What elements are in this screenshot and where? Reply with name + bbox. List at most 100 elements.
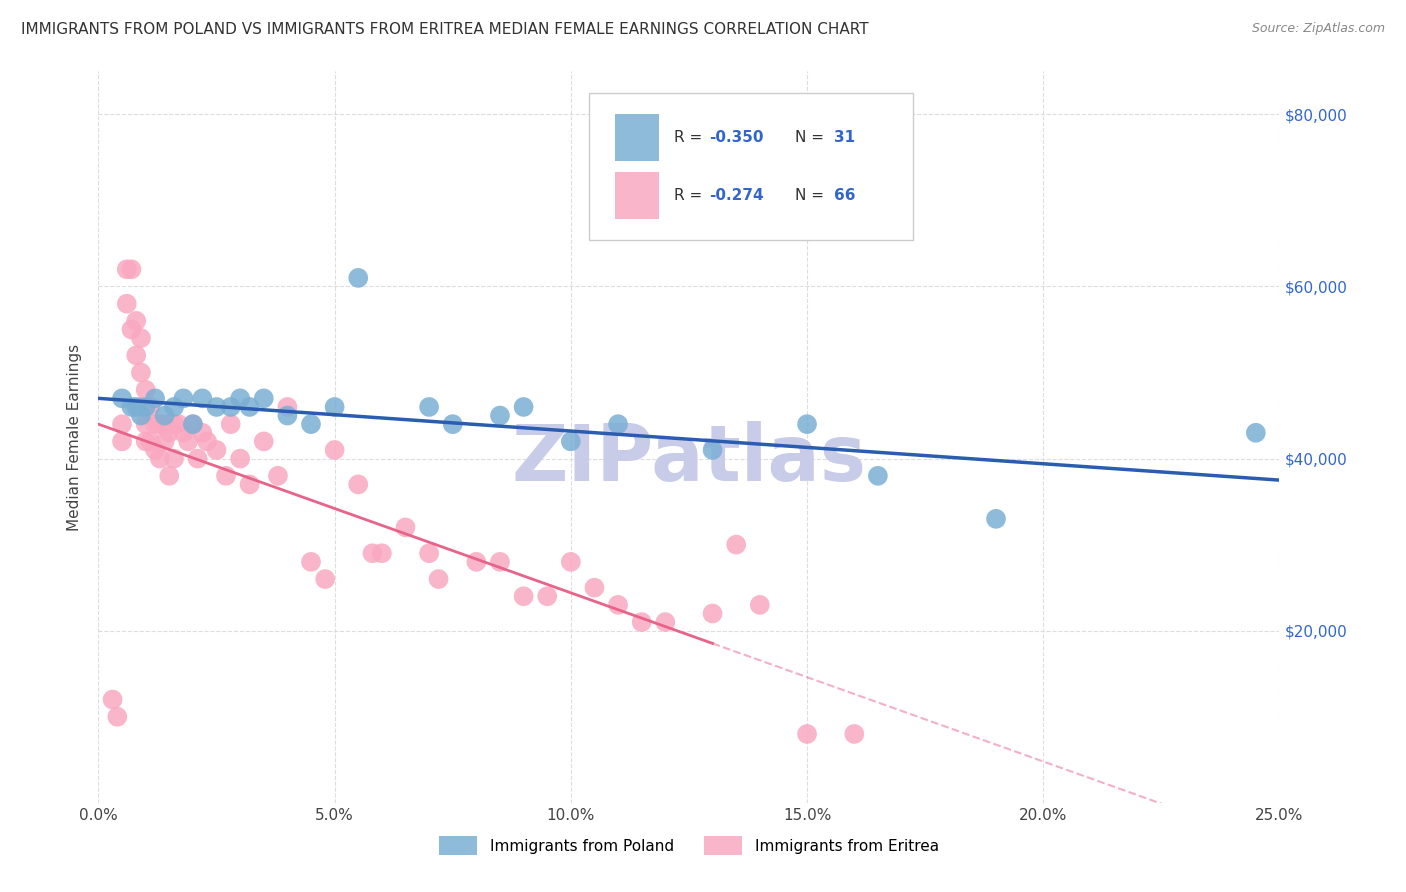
Point [121,322,143,336]
Text: R =: R = [673,130,707,145]
Point [583,581,606,595]
Point [844,727,866,741]
Point [111,434,134,449]
Text: IMMIGRANTS FROM POLAND VS IMMIGRANTS FROM ERITREA MEDIAN FEMALE EARNINGS CORRELA: IMMIGRANTS FROM POLAND VS IMMIGRANTS FRO… [21,22,869,37]
Point [299,417,322,432]
Point [129,400,152,414]
Point [347,271,370,285]
Point [418,546,440,560]
Point [394,520,416,534]
Point [725,538,748,552]
Point [135,383,157,397]
Point [135,417,157,432]
Text: Source: ZipAtlas.com: Source: ZipAtlas.com [1251,22,1385,36]
Point [115,296,138,310]
Text: ZIPatlas: ZIPatlas [512,421,866,497]
Point [560,555,582,569]
Point [149,417,172,432]
Point [157,468,180,483]
Point [181,417,204,432]
Y-axis label: Median Female Earnings: Median Female Earnings [67,343,83,531]
Point [1244,425,1267,440]
Point [157,425,180,440]
Point [229,451,252,466]
Point [465,555,488,569]
Point [121,262,143,277]
Point [347,477,370,491]
Point [191,425,214,440]
Point [536,589,558,603]
Point [219,400,242,414]
FancyBboxPatch shape [589,94,914,240]
Point [153,434,176,449]
FancyBboxPatch shape [614,113,659,161]
Point [607,598,630,612]
Text: N =: N = [796,130,830,145]
Point [129,366,152,380]
Point [205,442,228,457]
Point [121,400,143,414]
Point [607,417,630,432]
Point [866,468,889,483]
Point [229,392,252,406]
Point [702,607,724,621]
Point [219,417,242,432]
Point [205,400,228,414]
Point [512,589,534,603]
Point [323,442,346,457]
Point [181,417,204,432]
Point [195,434,218,449]
Point [125,314,148,328]
Point [143,417,166,432]
Point [215,468,238,483]
Point [101,692,124,706]
Point [177,434,200,449]
Point [239,400,262,414]
Point [163,417,186,432]
Point [139,400,162,414]
Point [105,710,128,724]
Point [796,417,818,432]
Point [654,615,676,629]
Point [489,409,512,423]
Point [239,477,262,491]
Point [149,451,172,466]
Text: N =: N = [796,188,830,202]
Point [267,468,290,483]
Text: R =: R = [673,188,707,202]
Point [115,262,138,277]
Point [560,434,582,449]
Point [163,451,186,466]
Point [143,392,166,406]
Point [371,546,394,560]
Point [191,392,214,406]
Point [512,400,534,414]
Point [143,442,166,457]
Point [441,417,464,432]
Point [361,546,384,560]
Point [796,727,818,741]
Text: 66: 66 [834,188,856,202]
Point [489,555,512,569]
Point [135,434,157,449]
Point [125,348,148,362]
Point [153,417,176,432]
Point [125,400,148,414]
Point [748,598,770,612]
Point [253,392,276,406]
Legend: Immigrants from Poland, Immigrants from Eritrea: Immigrants from Poland, Immigrants from … [433,830,945,861]
Point [418,400,440,414]
Point [702,442,724,457]
Point [153,409,176,423]
Point [139,434,162,449]
Point [129,331,152,345]
Point [299,555,322,569]
Point [111,417,134,432]
Point [427,572,450,586]
Point [314,572,336,586]
Text: -0.274: -0.274 [709,188,763,202]
Point [129,409,152,423]
Text: -0.350: -0.350 [709,130,763,145]
Point [253,434,276,449]
FancyBboxPatch shape [614,171,659,219]
